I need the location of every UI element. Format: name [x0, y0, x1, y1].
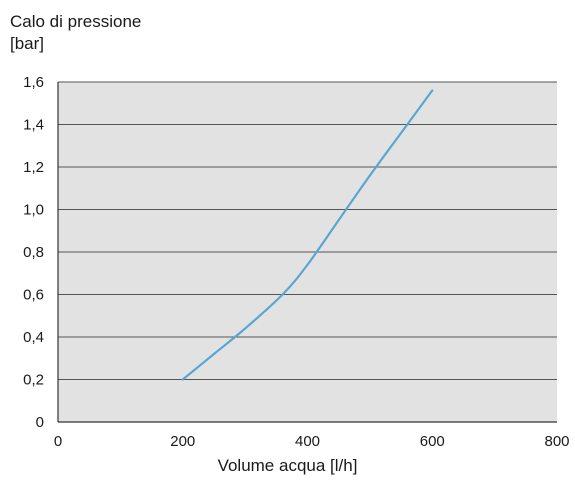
y-tick-label: 0: [36, 414, 44, 431]
x-tick-label: 0: [54, 433, 62, 450]
x-axis-title: Volume acqua [l/h]: [217, 456, 358, 475]
x-tick-label: 200: [170, 433, 195, 450]
y-tick-label: 1,6: [23, 74, 44, 91]
axes: [57, 82, 557, 423]
y-tick-label: 0,2: [23, 372, 44, 389]
y-tick-label: 0,6: [23, 287, 44, 304]
y-axis-title-line1: Calo di pressione: [10, 12, 142, 31]
y-tick-label: 1,0: [23, 202, 44, 219]
y-tick-label: 1,4: [23, 117, 44, 134]
y-tick-label: 1,2: [23, 159, 44, 176]
x-tick-label: 800: [544, 433, 569, 450]
x-tick-label: 600: [420, 433, 445, 450]
x-tick-label: 400: [295, 433, 320, 450]
y-tick-label: 0,4: [23, 329, 44, 346]
y-tick-label: 0,8: [23, 244, 44, 261]
x-tick-labels: 0 200 400 600 800: [54, 433, 570, 450]
gridlines: [58, 81, 557, 380]
y-tick-labels: 0 0,2 0,4 0,6 0,8 1,0 1,2 1,4 1,6: [23, 74, 44, 431]
y-axis-title-line2: [bar]: [10, 34, 45, 53]
series-line: [181, 89, 434, 381]
series-group: [181, 89, 434, 381]
